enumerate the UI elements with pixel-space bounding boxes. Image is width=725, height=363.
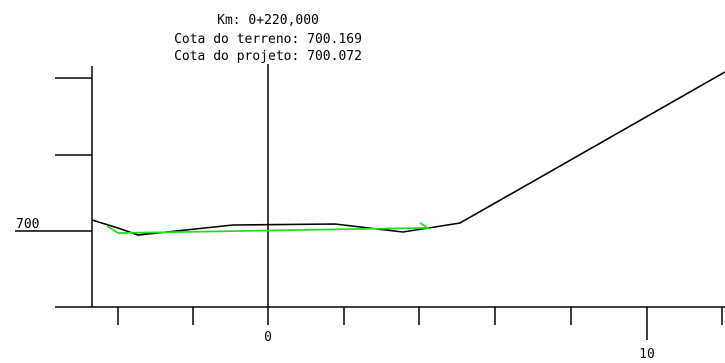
project-profile-line — [106, 222, 432, 234]
km-label: Km: 0+220,000 — [217, 13, 319, 28]
terrain-profile-line — [91, 71, 725, 236]
cota-terreno-label: Cota do terreno: 700.169 — [174, 32, 362, 47]
x-label-0: 0 — [264, 330, 272, 345]
cota-projeto-label: Cota do projeto: 700.072 — [174, 49, 362, 64]
x-label-10: 10 — [639, 347, 655, 362]
y-label-700: 700 — [16, 217, 39, 232]
